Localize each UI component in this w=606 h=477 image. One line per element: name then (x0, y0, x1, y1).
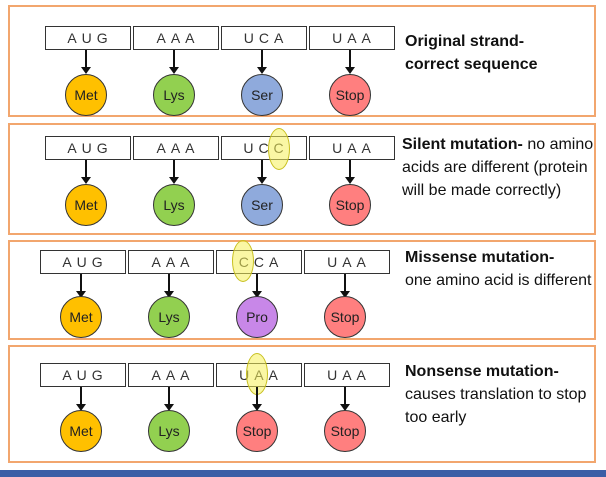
description-text: no amino acids are different (protein wi… (402, 136, 594, 199)
codon-3-4: UAA (304, 250, 390, 274)
description-title: Silent mutation- (402, 136, 523, 153)
amino-1-4: Stop (329, 74, 371, 116)
arrow-4-2 (164, 387, 174, 411)
amino-2-3: Ser (241, 184, 283, 226)
description-silent: Silent mutation- no amino acids are diff… (402, 133, 602, 202)
codon-3-1: AUG (40, 250, 126, 274)
description-missense: Missense mutation- one amino acid is dif… (405, 246, 605, 292)
codon-1-1: AUG (45, 26, 131, 50)
mutation-highlight (232, 240, 254, 282)
codon-2-4: UAA (309, 136, 395, 160)
arrow-2-2 (169, 160, 179, 184)
codon-4-2: AAA (128, 363, 214, 387)
bottom-bar (0, 470, 606, 477)
amino-4-3: Stop (236, 410, 278, 452)
codon-2-2: AAA (133, 136, 219, 160)
arrow-2-4 (345, 160, 355, 184)
arrow-3-2 (164, 274, 174, 298)
amino-2-2: Lys (153, 184, 195, 226)
codon-3-2: AAA (128, 250, 214, 274)
description-original: Original strand- correct sequence (405, 30, 605, 76)
arrow-2-3 (257, 160, 267, 184)
arrow-4-3 (252, 387, 262, 411)
description-nonsense: Nonsense mutation- causes translation to… (405, 360, 605, 429)
codon-4-1: AUG (40, 363, 126, 387)
arrow-1-1 (81, 50, 91, 74)
amino-1-2: Lys (153, 74, 195, 116)
codon-2-3: UCC (221, 136, 307, 160)
arrow-3-1 (76, 274, 86, 298)
arrow-2-1 (81, 160, 91, 184)
codon-1-3: UCA (221, 26, 307, 50)
amino-3-4: Stop (324, 296, 366, 338)
arrow-1-3 (257, 50, 267, 74)
description-title: Missense mutation- (405, 249, 555, 266)
codon-2-1: AUG (45, 136, 131, 160)
codon-1-4: UAA (309, 26, 395, 50)
codon-3-3: CCA (216, 250, 302, 274)
amino-1-3: Ser (241, 74, 283, 116)
description-title: Original strand- (405, 33, 525, 50)
amino-4-4: Stop (324, 410, 366, 452)
amino-4-2: Lys (148, 410, 190, 452)
amino-4-1: Met (60, 410, 102, 452)
amino-2-1: Met (65, 184, 107, 226)
arrow-1-4 (345, 50, 355, 74)
mutation-highlight (268, 128, 290, 170)
codon-4-4: UAA (304, 363, 390, 387)
amino-1-1: Met (65, 74, 107, 116)
arrow-3-3 (252, 274, 262, 298)
codon-1-2: AAA (133, 26, 219, 50)
amino-3-2: Lys (148, 296, 190, 338)
arrow-3-4 (340, 274, 350, 298)
arrow-4-1 (76, 387, 86, 411)
description-title: Nonsense mutation- (405, 363, 559, 380)
amino-3-1: Met (60, 296, 102, 338)
arrow-4-4 (340, 387, 350, 411)
description-text: causes translation to stop too early (405, 386, 587, 426)
arrow-1-2 (169, 50, 179, 74)
description-text: one amino acid is different (405, 272, 592, 289)
amino-2-4: Stop (329, 184, 371, 226)
amino-3-3: Pro (236, 296, 278, 338)
description-text: correct sequence (405, 56, 538, 73)
